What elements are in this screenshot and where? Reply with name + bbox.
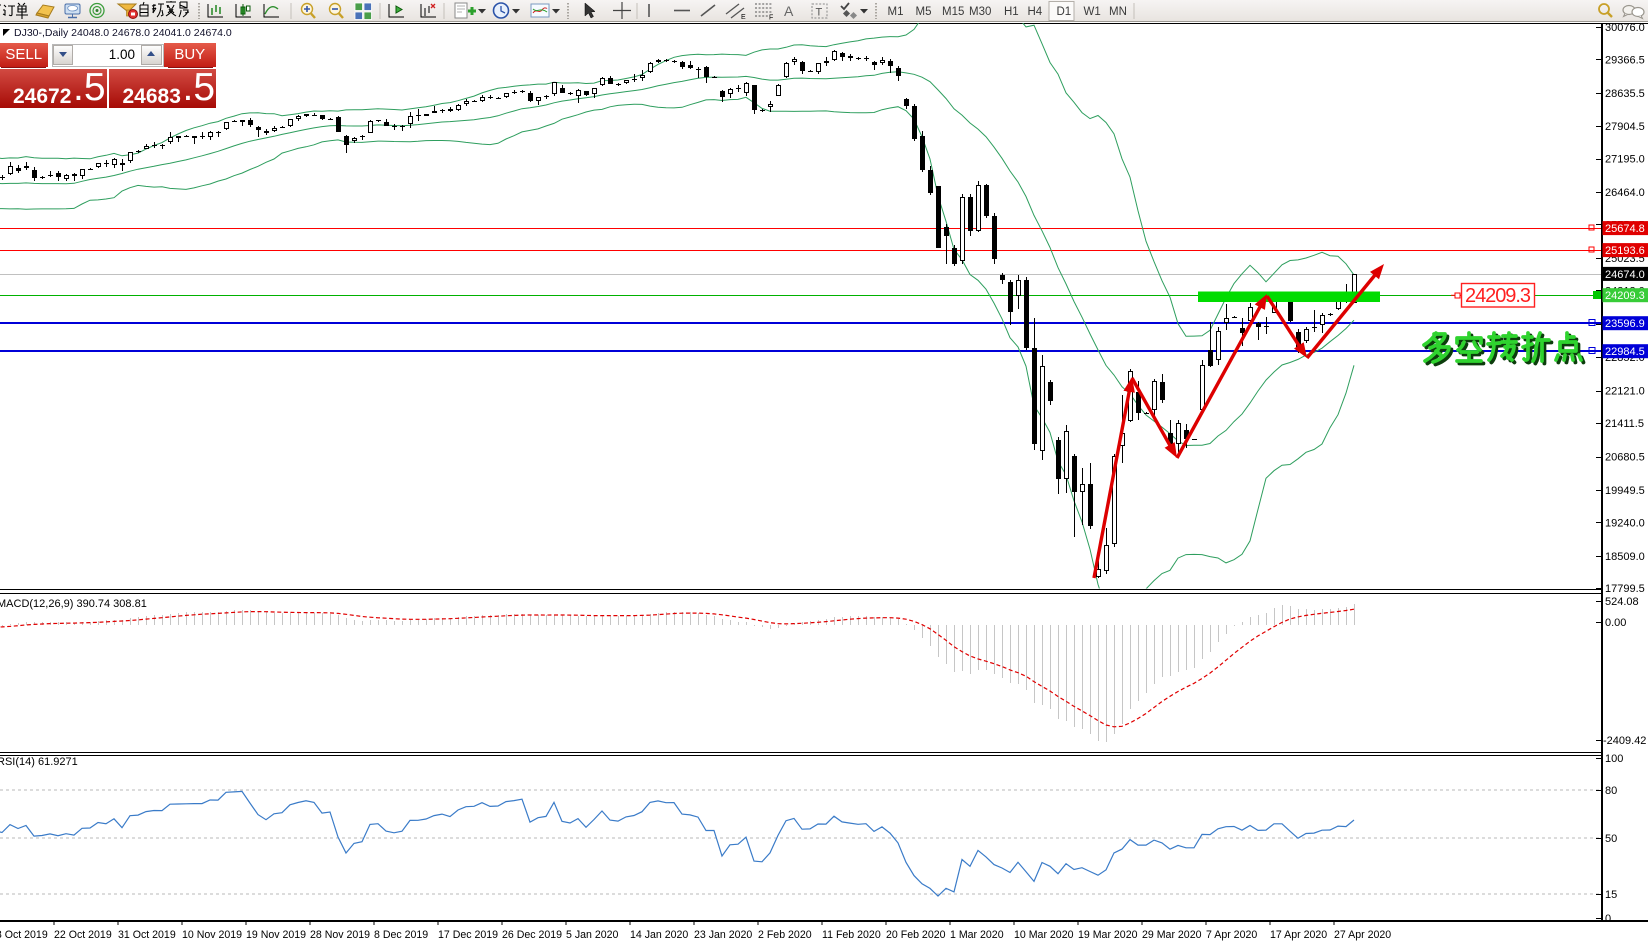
svg-text:17799.5: 17799.5 [1605,583,1645,595]
svg-text:25674.8: 25674.8 [1605,223,1645,235]
svg-text:2 Feb 2020: 2 Feb 2020 [758,929,812,941]
svg-text:M15: M15 [942,6,964,18]
svg-text:A: A [784,3,794,19]
svg-text:T: T [816,7,823,19]
svg-text:1 Mar 2020: 1 Mar 2020 [950,929,1004,941]
svg-text:22984.5: 22984.5 [1605,346,1645,358]
svg-text:26464.0: 26464.0 [1605,187,1645,199]
svg-text:0.00: 0.00 [1605,617,1626,629]
svg-text:W1: W1 [1084,6,1101,18]
svg-text:19 Nov 2019: 19 Nov 2019 [246,929,306,941]
svg-text:21411.5: 21411.5 [1605,418,1644,430]
svg-text:20680.5: 20680.5 [1605,452,1645,464]
svg-text:19 Mar 2020: 19 Mar 2020 [1078,929,1138,941]
svg-text:28635.5: 28635.5 [1605,88,1645,100]
svg-text:18509.0: 18509.0 [1605,551,1645,563]
svg-text:22121.0: 22121.0 [1605,386,1645,398]
svg-text:23 Jan 2020: 23 Jan 2020 [694,929,752,941]
svg-text:29 Mar 2020: 29 Mar 2020 [1142,929,1202,941]
svg-text:7 Apr 2020: 7 Apr 2020 [1206,929,1257,941]
svg-text:H4: H4 [1028,6,1043,18]
svg-text:M1: M1 [888,6,904,18]
svg-text:23596.9: 23596.9 [1605,318,1645,330]
svg-text:22 Oct 2019: 22 Oct 2019 [54,929,112,941]
svg-text:17 Apr 2020: 17 Apr 2020 [1270,929,1327,941]
svg-text:-2409.42: -2409.42 [1603,735,1646,747]
svg-text:31 Oct 2019: 31 Oct 2019 [118,929,176,941]
svg-text:RSI(14) 61.9271: RSI(14) 61.9271 [0,756,78,768]
svg-text:10 Nov 2019: 10 Nov 2019 [182,929,242,941]
svg-text:MACD(12,26,9) 390.74 308.81: MACD(12,26,9) 390.74 308.81 [0,598,147,610]
svg-text:5 Jan 2020: 5 Jan 2020 [566,929,619,941]
svg-text:M5: M5 [916,6,932,18]
svg-text:30076.0: 30076.0 [1605,22,1645,34]
svg-text:19240.0: 19240.0 [1605,517,1645,529]
svg-text:8 Dec 2019: 8 Dec 2019 [374,929,428,941]
svg-text:27904.5: 27904.5 [1605,121,1645,133]
svg-text:13 Oct 2019: 13 Oct 2019 [0,929,48,941]
svg-text:0: 0 [1605,913,1611,925]
svg-text:10 Mar 2020: 10 Mar 2020 [1014,929,1074,941]
svg-text:50: 50 [1605,833,1617,845]
svg-text:25193.6: 25193.6 [1605,245,1645,257]
svg-text:15: 15 [1605,889,1617,901]
svg-text:524.08: 524.08 [1605,596,1639,608]
svg-text:80: 80 [1605,785,1617,797]
svg-text:100: 100 [1605,753,1623,765]
svg-text:F: F [769,15,773,22]
svg-text:DJ30-,Daily 24048.0 24678.0 2: DJ30-,Daily 24048.0 24678.0 24041.0 2467… [14,27,232,39]
svg-text:19949.5: 19949.5 [1605,485,1645,497]
svg-text:27 Apr 2020: 27 Apr 2020 [1334,929,1391,941]
svg-text:M30: M30 [969,6,991,18]
svg-text:29366.5: 29366.5 [1605,54,1645,66]
svg-text:24209.3: 24209.3 [1465,285,1531,307]
svg-text:E: E [741,14,746,21]
svg-text:24674.0: 24674.0 [1605,269,1645,281]
svg-text:20 Feb 2020: 20 Feb 2020 [886,929,946,941]
svg-text:11 Feb 2020: 11 Feb 2020 [822,929,881,941]
svg-text:17 Dec 2019: 17 Dec 2019 [438,929,498,941]
svg-text:H1: H1 [1004,6,1019,18]
svg-text:24209.3: 24209.3 [1605,290,1645,302]
svg-text:26 Dec 2019: 26 Dec 2019 [502,929,562,941]
svg-text:27195.0: 27195.0 [1605,154,1645,166]
svg-text:28 Nov 2019: 28 Nov 2019 [310,929,370,941]
svg-text:14 Jan 2020: 14 Jan 2020 [630,929,688,941]
svg-text:MN: MN [1109,6,1127,18]
svg-text:D1: D1 [1057,6,1072,18]
